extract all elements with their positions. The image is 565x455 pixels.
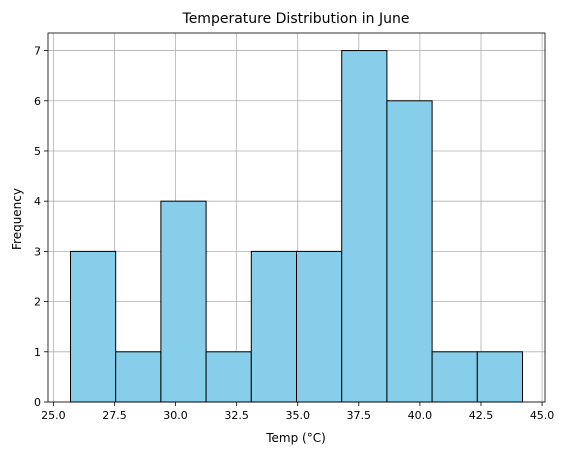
histogram-bar <box>205 351 252 403</box>
histogram-bar <box>69 250 117 403</box>
histogram-bar <box>115 351 162 403</box>
histogram-bar <box>431 351 478 403</box>
histogram-bar <box>386 100 433 403</box>
y-tick-label: 2 <box>34 296 41 309</box>
x-tick-label: 25.0 <box>41 409 66 422</box>
x-tick-label: 40.0 <box>408 409 433 422</box>
histogram-bar <box>476 351 524 403</box>
y-tick-label: 6 <box>34 95 41 108</box>
bars-layer <box>69 50 524 403</box>
ticks-layer: 25.0 27.5 30.0 32.5 35.0 37.5 40.0 42.5 45.0 0 1 2 3… <box>34 45 554 422</box>
plot-frame <box>47 32 546 403</box>
x-axis-label: Temp (°C) <box>265 431 326 445</box>
histogram-bar <box>250 250 298 403</box>
y-tick-label: 5 <box>34 145 41 158</box>
x-tick-label: 27.5 <box>102 409 127 422</box>
histogram-bar <box>160 200 207 403</box>
x-tick-label: 35.0 <box>285 409 310 422</box>
x-tick-label: 45.0 <box>530 409 555 422</box>
axes-layer <box>47 32 546 403</box>
histogram-bar <box>296 250 343 403</box>
x-tick-label: 30.0 <box>163 409 188 422</box>
chart-title: Temperature Distribution in June <box>182 11 410 27</box>
y-tick-label: 3 <box>34 245 41 258</box>
y-tick-label: 1 <box>34 346 41 359</box>
y-tick-label: 4 <box>34 195 41 208</box>
y-tick-label: 0 <box>34 396 41 409</box>
x-tick-label: 37.5 <box>347 409 372 422</box>
y-tick-label: 7 <box>34 45 41 58</box>
x-tick-label: 42.5 <box>469 409 494 422</box>
x-tick-label: 32.5 <box>224 409 249 422</box>
y-axis-label: Frequency <box>10 188 24 250</box>
histogram-bar <box>341 50 388 403</box>
